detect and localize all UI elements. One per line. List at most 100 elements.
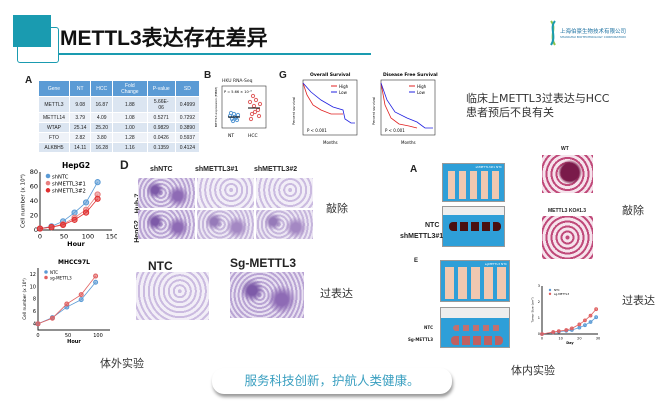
legend-marker — [548, 292, 552, 296]
hku-scatter-plot: METTL3 expression (FPKM) NT HCC P = 5.66… — [214, 85, 267, 139]
table-cell: 3.79 — [68, 112, 92, 123]
data-point — [71, 209, 78, 216]
row-label: shMETTL3#1 — [400, 233, 444, 240]
table-cell: 16.28 — [90, 142, 113, 153]
y-tick-label: 10 — [30, 284, 36, 290]
invasion-image — [138, 210, 195, 239]
gene-expression-table: Gene NT HCC Fold Change P-value SD METTL3 9.08… — [38, 80, 201, 153]
data-point — [253, 97, 259, 103]
tumors-photo — [440, 307, 510, 348]
table-cell: 14.11 — [68, 142, 92, 153]
ntc-invasion-image — [136, 272, 209, 320]
x-tick-label: 30 — [596, 337, 600, 341]
y-tick-label: 40 — [30, 197, 38, 205]
data-point — [93, 279, 99, 285]
data-point — [247, 99, 253, 105]
data-point — [250, 93, 256, 99]
y-tick-label: 8 — [33, 297, 36, 303]
x-axis-label: Hour — [67, 240, 86, 248]
data-point — [251, 103, 257, 109]
invasion-image — [138, 178, 195, 208]
data-point — [594, 307, 599, 312]
x-tick-label: 50 — [60, 233, 68, 241]
panel-g-label: G — [279, 70, 287, 81]
col-header: HCC — [90, 80, 113, 97]
hepg2-growth-chart: HepG2 0 50 100 150 0 20 40 60 80 Hour Cell number (… — [19, 161, 117, 248]
data-point — [252, 109, 258, 115]
legend-entry: shNTC — [52, 174, 69, 180]
legend-marker — [45, 188, 51, 193]
pvalue: P = 5.66 × 10⁻⁶ — [224, 90, 253, 94]
table-cell: 0.5271 — [146, 112, 176, 123]
dna-logo-icon — [550, 20, 556, 46]
table-cell: FTO — [38, 132, 70, 143]
company-logo: 上海伯豪生物技术有限公司 SHANGHAI BIOTECHNOLOGY CORP… — [548, 20, 658, 48]
sg-mettl3-label: Sg-METTL3 — [230, 256, 296, 270]
legend-low: Low — [339, 90, 348, 95]
data-point — [49, 315, 55, 321]
os-xlabel: Months — [323, 140, 338, 145]
y-tick-label: 20 — [30, 212, 38, 220]
logo-subtext: SHANGHAI BIOTECHNOLOGY CORPORATION — [560, 35, 626, 39]
data-point — [82, 209, 90, 216]
table-cell: 25.20 — [90, 122, 113, 133]
table-cell: 1.08 — [111, 112, 148, 123]
table-cell: 9.08 — [68, 96, 92, 113]
legend-marker — [45, 173, 51, 179]
panel-b-label: B — [204, 70, 212, 81]
data-point — [540, 332, 544, 336]
table-cell: 1.16 — [111, 142, 148, 153]
table-cell: 0.5937 — [174, 132, 201, 143]
dfs-pvalue: P < 0.001 — [385, 128, 405, 133]
data-point — [556, 329, 561, 334]
data-point — [583, 323, 587, 328]
legend-low: Low — [417, 90, 426, 95]
footer-pill: 服务科技创新，护航人类健康。 — [212, 368, 452, 394]
col-label: shMETTL3#1 — [195, 166, 239, 173]
legend-marker — [45, 180, 51, 186]
os-title: Overall Survival — [310, 72, 351, 78]
data-point — [577, 325, 582, 330]
x-tick-label: 20 — [577, 337, 581, 341]
x-tick-label: 150 — [106, 233, 117, 241]
axes — [37, 268, 110, 331]
data-point — [78, 292, 84, 298]
col-header: NT — [68, 80, 92, 97]
data-point — [577, 322, 582, 327]
y-tick-label: 80 — [30, 168, 38, 176]
col-header: P-value — [146, 80, 176, 97]
invivo-a-label: A — [410, 164, 418, 175]
row-label: NTC — [425, 222, 440, 229]
table-row: WTAP 25.14 25.20 1.00 0.9829 0.3890 — [38, 122, 201, 133]
legend-entry: NTC — [50, 270, 58, 275]
legend-marker — [44, 270, 48, 274]
photo-legend: shMETTL3#1 NTC — [475, 165, 502, 169]
col-header: SD — [174, 80, 201, 97]
y-tick-label: 3 — [538, 284, 540, 288]
table-cell: 2.82 — [68, 132, 92, 143]
overexpression-label: 过表达 — [320, 287, 353, 300]
os-pvalue: P < 0.001 — [307, 128, 327, 133]
y-tick-label: 12 — [30, 272, 36, 278]
invitro-caption: 体外实验 — [100, 357, 144, 370]
mhcc97l-growth-chart: MHCC97L 0 50 100 4 6 8 10 12 Hour Cell number (x 1… — [22, 259, 110, 345]
data-point — [551, 330, 556, 334]
knockdown-label-invivo: 敲除 — [622, 204, 644, 217]
data-point — [71, 216, 78, 223]
table-cell: 0.7292 — [174, 112, 201, 123]
mice-photo: sgMETTL3 NTC — [440, 260, 510, 302]
table-cell: 0.3890 — [174, 122, 201, 133]
legend-entry: sg-METTL3 — [554, 292, 569, 296]
clinical-note: 临床上METTL3过表达与HCC患者预后不良有关 — [466, 92, 610, 119]
table-row: METTL14 3.79 4.09 1.08 0.5271 0.7292 — [38, 112, 201, 123]
data-point — [256, 113, 262, 119]
os-ylabel: Percent survival — [292, 97, 296, 125]
table-cell: WTAP — [38, 122, 70, 133]
legend-marker — [548, 288, 552, 292]
table-cell: 16.87 — [90, 96, 113, 113]
sg-mettl3-invasion-image — [230, 272, 304, 318]
invasion-image — [197, 178, 254, 208]
knockdown-label: 敲除 — [326, 202, 348, 215]
data-point — [94, 195, 101, 202]
row-label: NTC — [424, 325, 434, 330]
